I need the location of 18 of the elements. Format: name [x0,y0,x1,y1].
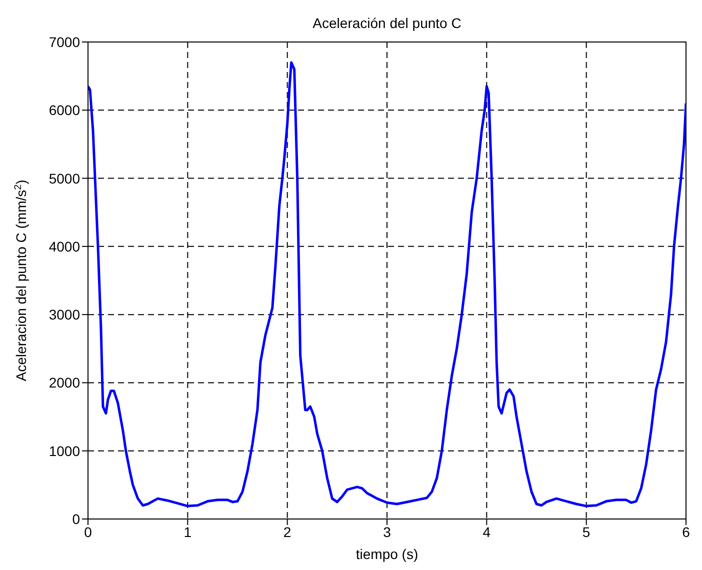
x-tick-label: 0 [84,524,92,540]
x-tick-label: 5 [582,524,590,540]
x-tick-label: 6 [682,524,690,540]
x-tick-label: 2 [283,524,292,540]
chart-title: Aceleración del punto C [312,15,462,31]
x-tick-label: 3 [383,524,392,540]
x-tick-label: 1 [184,524,192,540]
y-tick-label: 6000 [48,102,80,118]
x-axis-title: tiempo (s) [356,546,418,562]
y-tick-label: 7000 [48,34,80,50]
line-series [88,61,686,508]
y-tick-label: 2000 [48,374,80,391]
y-tick-label: 1000 [48,442,80,459]
y-tick-label: 3000 [48,306,80,323]
x-tick-label: 4 [482,524,491,540]
y-tick-label: 5000 [48,170,80,186]
y-tick-label: 0 [72,510,80,527]
y-tick-label: 4000 [48,238,80,254]
